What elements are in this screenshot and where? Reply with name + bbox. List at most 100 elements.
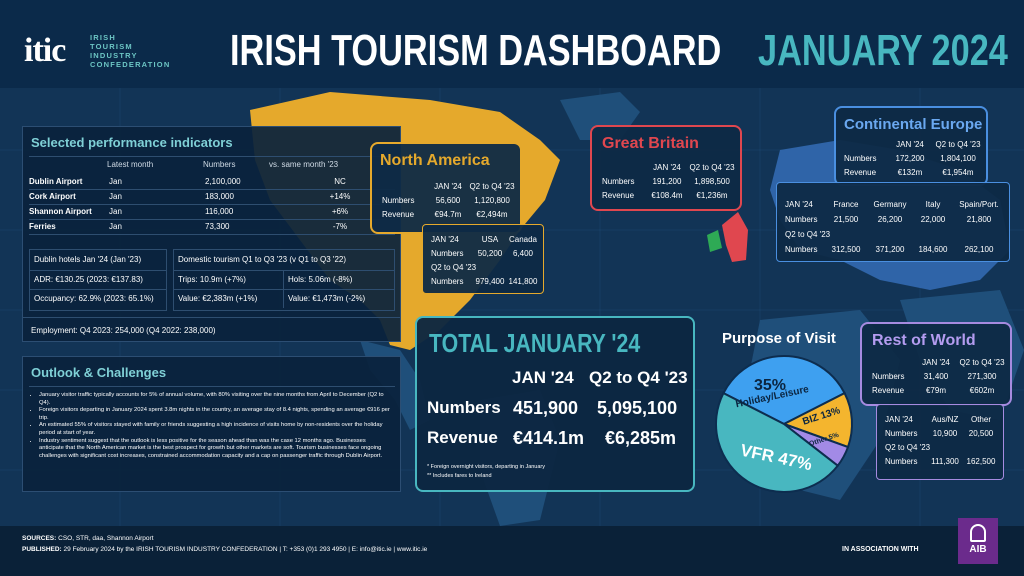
ce-sub-col: Germany: [873, 200, 907, 209]
domestic-box: Domestic tourism Q1 to Q3 '23 (v Q1 to Q…: [173, 249, 395, 311]
indicator-name: Ferries: [29, 222, 56, 231]
footer-sources: SOURCES: CSO, STR, daa, Shannon Airport: [22, 535, 154, 542]
na-sub-h1: USA: [481, 235, 499, 244]
row-revenue-q: €602m: [969, 386, 995, 395]
indicator-numbers: 73,300: [205, 222, 230, 231]
total-box: TOTAL JANUARY '24 JAN '24 Q2 to Q4 '23 N…: [415, 316, 695, 492]
pie-slice-holiday-leisure: [722, 355, 846, 426]
purpose-title: Purpose of Visit: [722, 330, 836, 347]
row-h1: JAN '24: [922, 358, 950, 367]
domestic-hols: Hols: 5.06m (-8%): [288, 275, 353, 284]
page-title: IRISH TOURISM DASHBOARD: [230, 26, 722, 75]
outlook-divider: [29, 386, 395, 387]
sources-text: CSO, STR, daa, Shannon Airport: [58, 535, 154, 542]
north-america-box: North America JAN '24 Q2 to Q4 '23 Numbe…: [370, 142, 522, 234]
indicator-change: +6%: [331, 207, 349, 216]
ce-sub-jan: 21,800: [966, 215, 992, 224]
na-sub-numbers: Numbers: [431, 277, 464, 286]
na-h2: Q2 to Q4 '23: [469, 182, 515, 191]
great-britain-box: Great Britain JAN '24 Q2 to Q4 '23 Numbe…: [590, 125, 742, 211]
na-sub-can-q: 141,800: [508, 277, 538, 286]
row-numbers-q: 271,300: [967, 372, 997, 381]
na-sub-numbers: Numbers: [431, 249, 464, 258]
gb-h1: JAN '24: [653, 163, 681, 172]
ce-sub-q: 371,200: [875, 245, 905, 254]
total-revenue-label: Revenue: [427, 428, 498, 447]
total-numbers-label: Numbers: [427, 398, 501, 417]
na-numbers-label: Numbers: [382, 196, 415, 205]
published-text: 29 February 2024 by the IRISH TOURISM IN…: [63, 546, 428, 553]
gb-revenue-q: €1,236m: [696, 191, 728, 200]
gb-table: JAN '24 Q2 to Q4 '23 Numbers 191,200 1,8…: [602, 161, 736, 203]
gb-revenue-jan: €108.4m: [651, 191, 683, 200]
domestic-trips: Trips: 10.9m (+7%): [174, 271, 284, 289]
hotels-adr: ADR: €130.25 (2023: €137.83): [30, 271, 166, 290]
logo-line: CONFEDERATION: [90, 60, 171, 69]
logo-line: IRISH: [90, 33, 117, 42]
outlook-bullet: Foreign visitors departing in January 20…: [39, 407, 391, 422]
north-america-title: North America: [380, 152, 490, 169]
table-row: Cork Airport Jan 183,000 +14%: [29, 190, 395, 205]
ce-revenue-q: €1,954m: [942, 168, 974, 177]
pie-slice-vfr: [715, 391, 840, 493]
row-numbers-jan: 31,400: [923, 372, 949, 381]
hotels-box: Dublin hotels Jan '24 (Jan '23) ADR: €13…: [29, 249, 167, 311]
total-note1: * Foreign overnight visitors, departing …: [427, 464, 546, 470]
row-h2: Q2 to Q4 '23: [959, 358, 1005, 367]
domestic-row: Trips: 10.9m (+7%) Hols: 5.06m (-8%): [174, 271, 394, 290]
row-sub-jan: 20,500: [968, 429, 994, 438]
ce-table: JAN '24 Q2 to Q4 '23 Numbers 172,200 1,8…: [844, 138, 984, 180]
sources-label: SOURCES:: [22, 535, 57, 542]
row-revenue-label: Revenue: [872, 386, 905, 395]
outlook-bullet: January visitor traffic typically accoun…: [39, 392, 391, 407]
domestic-value2: Value: €1,473m (-2%): [288, 294, 366, 303]
ce-sub-col: JAN '24: [785, 200, 813, 209]
ce-sub-col: Italy: [925, 200, 941, 209]
na-sub-usa-jan: 50,200: [477, 249, 503, 258]
na-sub-h0: JAN '24: [431, 235, 459, 244]
ce-revenue-jan: €132m: [897, 168, 923, 177]
ce-sub-table: JAN '24 France Germany Italy Spain/Port.…: [785, 197, 1005, 257]
indicator-numbers: 183,000: [205, 192, 234, 201]
col-header-change: vs. same month '23: [269, 160, 339, 169]
ce-sub-jan: Numbers: [785, 215, 818, 224]
itic-logo: itic: [24, 32, 66, 69]
row-sub-table: JAN '24 Aus/NZ Other Numbers 10,900 20,5…: [885, 413, 999, 469]
continental-europe-box: Continental Europe JAN '24 Q2 to Q4 '23 …: [834, 106, 988, 186]
total-revenue-q: €6,285m: [605, 428, 677, 448]
row-sub-col: Aus/NZ: [931, 415, 959, 424]
domestic-value1: Value: €2,383m (+1%): [174, 290, 284, 308]
aib-logo-mark: [970, 524, 986, 542]
row-sub-q: 111,300: [931, 457, 959, 466]
logo-text: IRISH TOURISM INDUSTRY CONFEDERATION: [90, 33, 190, 69]
domestic-title: Domestic tourism Q1 to Q3 '23 (v Q1 to Q…: [174, 250, 394, 271]
na-numbers-jan: 56,600: [435, 196, 461, 205]
total-h2: Q2 to Q4 '23: [589, 368, 688, 387]
total-revenue-jan: €414.1m: [513, 428, 585, 448]
great-britain-shape: [722, 212, 748, 262]
na-sub-h2: Canada: [508, 235, 538, 244]
purpose-pie-chart: 35% Holiday/Leisure BIZ 13% Other 5% VFR…: [715, 355, 853, 493]
indicator-month: Jan: [109, 192, 122, 201]
indicators-divider: [29, 156, 395, 157]
total-numbers-q: 5,095,100: [597, 398, 678, 418]
north-america-sub-box: JAN '24 USA Canada Numbers 50,200 6,400 …: [422, 224, 544, 294]
aib-logo: AIB: [958, 518, 998, 564]
outlook-list: January visitor traffic typically accoun…: [39, 392, 391, 460]
row-sub-col: Other: [970, 415, 991, 424]
table-row: Shannon Airport Jan 116,000 +6%: [29, 205, 395, 220]
continental-europe-sub-box: JAN '24 France Germany Italy Spain/Port.…: [776, 182, 1010, 262]
indicator-name: Dublin Airport: [29, 177, 83, 186]
gb-title: Great Britain: [602, 135, 699, 152]
hotels-occupancy: Occupancy: 62.9% (2023: 65.1%): [34, 294, 154, 303]
employment-divider: [23, 317, 400, 318]
na-sub-can-jan: 6,400: [512, 249, 534, 258]
ce-sub-q: Numbers: [785, 245, 818, 254]
blank-cell: [872, 356, 916, 370]
table-row: Ferries Jan 73,300 -7%: [29, 220, 395, 235]
indicator-change: NC: [334, 177, 346, 186]
na-sub-table: JAN '24 USA Canada Numbers 50,200 6,400 …: [431, 233, 539, 289]
na-sub-usa-q: 979,400: [475, 277, 505, 286]
indicators-table: Dublin Airport Jan 2,100,000 NC Cork Airport…: [29, 175, 395, 235]
